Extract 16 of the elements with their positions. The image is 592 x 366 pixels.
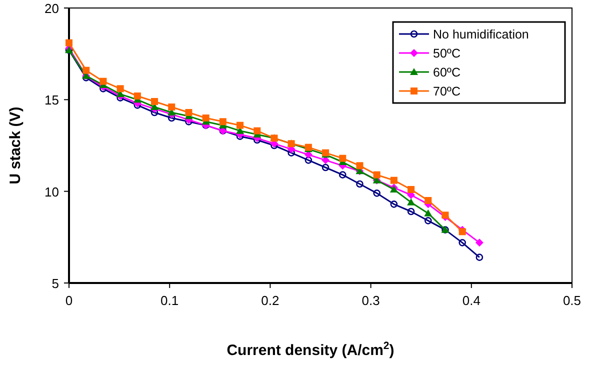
x-tick-label: 0.3 xyxy=(362,293,380,308)
x-tick-label: 0.4 xyxy=(462,293,480,308)
y-tick-label: 5 xyxy=(52,276,59,291)
y-tick-label: 15 xyxy=(44,92,59,108)
legend-label: 70ºC xyxy=(433,84,460,98)
y-tick-label: 10 xyxy=(44,184,59,200)
x-axis-title: Current density (A/cm$^{2}$) xyxy=(226,340,394,359)
y-axis-title: U stack (V) xyxy=(7,106,24,184)
x-tick-label: 0 xyxy=(65,293,73,308)
x-tick-label: 0.2 xyxy=(261,293,280,308)
x-tick-label: 0.1 xyxy=(160,293,179,308)
x-tick-label: 0.5 xyxy=(562,293,582,308)
legend-label: 50ºC xyxy=(433,46,460,60)
y-tick-label: 20 xyxy=(44,1,59,16)
legend-label: No humidification xyxy=(433,28,529,42)
legend-label: 60ºC xyxy=(433,66,460,80)
